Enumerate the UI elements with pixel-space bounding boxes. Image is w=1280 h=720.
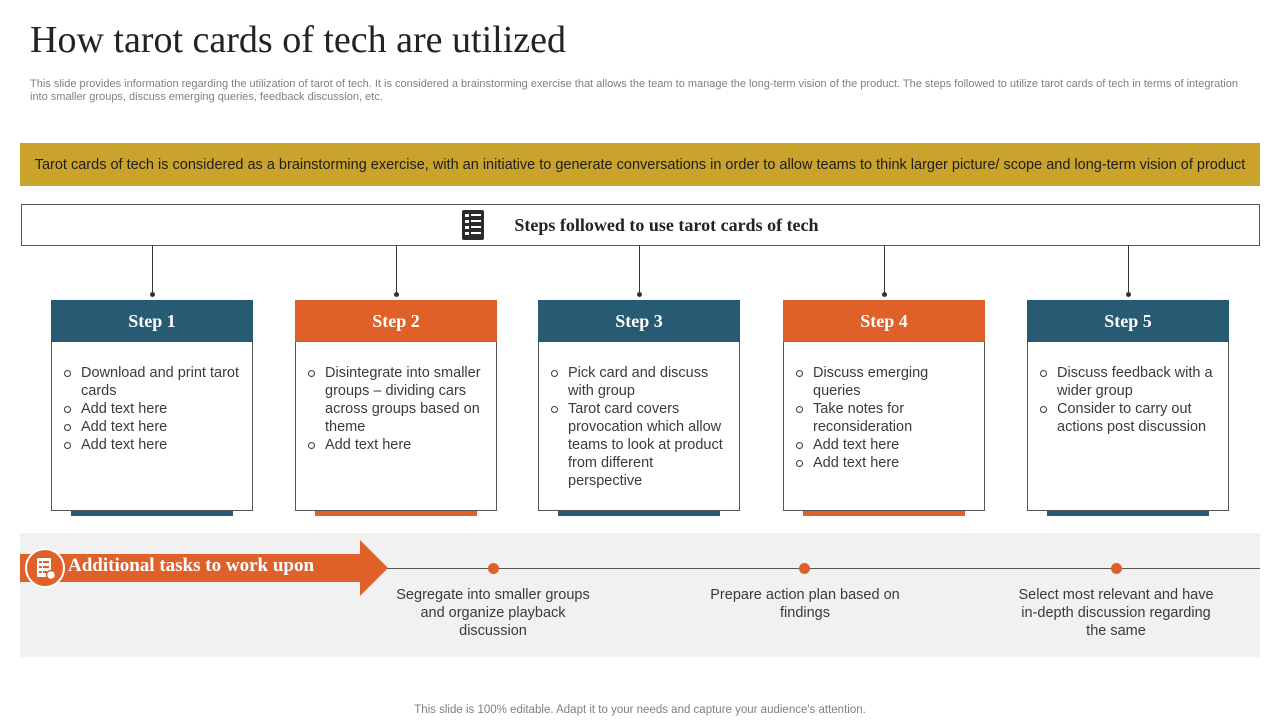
step-body: Discuss emerging queries Take notes for … (783, 342, 985, 511)
additional-tasks-title: Additional tasks to work upon (68, 555, 315, 576)
page-title: How tarot cards of tech are utilized (30, 19, 566, 61)
list-item: Tarot card covers provocation which allo… (551, 400, 727, 490)
list-item: Add text here (64, 418, 240, 436)
list-item: Take notes for reconsideration (796, 400, 972, 436)
timeline-line (380, 568, 1260, 569)
list-item: Consider to carry out actions post discu… (1040, 400, 1216, 436)
task-text: Segregate into smaller groups and organi… (396, 587, 590, 639)
step-underbar (558, 511, 720, 516)
step-card-2: Step 2 Disintegrate into smaller groups … (295, 300, 497, 516)
list-item: Add text here (64, 400, 240, 418)
steps-header-title: Steps followed to use tarot cards of tec… (514, 214, 819, 235)
list-item: Add text here (308, 436, 484, 454)
list-item: Add text here (64, 436, 240, 454)
footer-note: This slide is 100% editable. Adapt it to… (414, 704, 866, 716)
document-checklist-icon (462, 210, 485, 240)
connector-line (637, 245, 642, 297)
task-text: Prepare action plan based on findings (710, 587, 900, 621)
connector-line (1126, 245, 1131, 297)
timeline-dot (1111, 563, 1122, 574)
steps-header: Steps followed to use tarot cards of tec… (21, 204, 1260, 246)
step-card-4: Step 4 Discuss emerging queries Take not… (783, 300, 985, 516)
step-body: Download and print tarot cards Add text … (51, 342, 253, 511)
timeline-dot (799, 563, 810, 574)
summary-banner: Tarot cards of tech is considered as a b… (20, 143, 1260, 186)
page-subtitle: This slide provides information regardin… (30, 78, 1238, 103)
step-underbar (71, 511, 233, 516)
step-heading: Step 4 (783, 300, 985, 342)
step-heading: Step 5 (1027, 300, 1229, 342)
additional-tasks-band (20, 533, 1260, 657)
step-underbar (803, 511, 965, 516)
step-heading: Step 2 (295, 300, 497, 342)
list-item: Discuss emerging queries (796, 364, 972, 400)
list-item: Download and print tarot cards (64, 364, 240, 400)
list-item: Pick card and discuss with group (551, 364, 727, 400)
step-underbar (315, 511, 477, 516)
step-heading: Step 3 (538, 300, 740, 342)
timeline-dot (488, 563, 499, 574)
list-item: Add text here (796, 454, 972, 472)
connector-line (882, 245, 887, 297)
connector-line (394, 245, 399, 297)
step-heading: Step 1 (51, 300, 253, 342)
step-body: Pick card and discuss with group Tarot c… (538, 342, 740, 511)
task-list-icon (25, 548, 65, 588)
additional-tasks-arrow (20, 540, 388, 596)
step-card-3: Step 3 Pick card and discuss with group … (538, 300, 740, 516)
step-body: Discuss feedback with a wider group Cons… (1027, 342, 1229, 511)
step-underbar (1047, 511, 1209, 516)
list-item: Disintegrate into smaller groups – divid… (308, 364, 484, 436)
step-card-5: Step 5 Discuss feedback with a wider gro… (1027, 300, 1229, 516)
connector-line (150, 245, 155, 297)
step-body: Disintegrate into smaller groups – divid… (295, 342, 497, 511)
list-item: Discuss feedback with a wider group (1040, 364, 1216, 400)
step-card-1: Step 1 Download and print tarot cards Ad… (51, 300, 253, 516)
list-item: Add text here (796, 436, 972, 454)
task-text: Select most relevant and have in-depth d… (1018, 587, 1214, 639)
